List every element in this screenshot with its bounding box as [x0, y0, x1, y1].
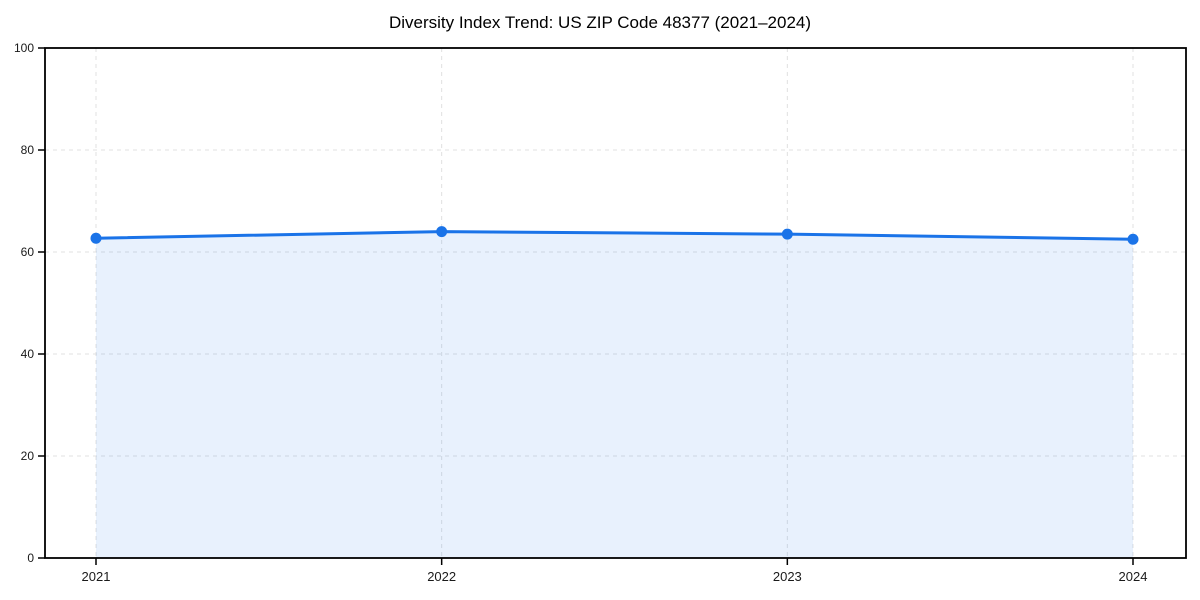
area-fill: [96, 231, 1133, 558]
data-point-marker: [436, 226, 448, 238]
data-point-marker: [1127, 233, 1139, 245]
x-tick-label: 2021: [82, 569, 111, 584]
y-tick-label: 40: [21, 347, 35, 361]
y-tick-label: 60: [21, 245, 35, 259]
trend-line: [94, 230, 1135, 241]
x-tick-label: 2023: [773, 569, 802, 584]
chart-title: Diversity Index Trend: US ZIP Code 48377…: [389, 13, 811, 32]
y-tick-label: 100: [14, 41, 34, 55]
plot-border: [44, 47, 1187, 559]
y-tick-label: 80: [21, 143, 35, 157]
y-tick-label: 0: [27, 551, 34, 565]
data-point-marker: [90, 232, 102, 244]
x-tick-label: 2024: [1119, 569, 1148, 584]
x-tick-label: 2022: [427, 569, 456, 584]
y-tick-label: 20: [21, 449, 35, 463]
plot-area: 0 20 40 60 80 100 2021 2022 2023 2024: [14, 41, 1187, 584]
data-point-marker: [781, 228, 793, 240]
